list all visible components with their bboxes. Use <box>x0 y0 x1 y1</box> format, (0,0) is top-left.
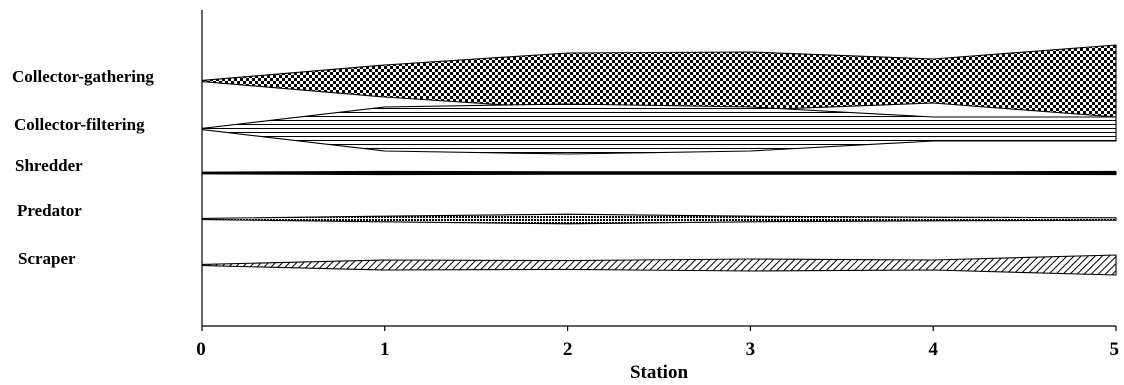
axes <box>201 10 1116 327</box>
x-tick-label: 1 <box>380 339 390 360</box>
kite-series-group <box>201 44 1117 276</box>
x-tick-label: 0 <box>196 339 206 360</box>
series-labels: Collector-gathering Collector-filtering Sh… <box>12 67 154 268</box>
series-label-predator: Predator <box>17 201 82 220</box>
kite-predator <box>201 213 1117 225</box>
series-label-collector-gathering: Collector-gathering <box>12 67 154 86</box>
kite-shredder <box>201 170 1117 176</box>
x-ticks: 0 1 2 3 4 5 <box>196 326 1119 360</box>
series-label-scraper: Scraper <box>18 249 76 268</box>
x-tick-label: 5 <box>1110 339 1120 360</box>
x-axis-title: Station <box>630 362 689 383</box>
x-tick-label: 2 <box>563 339 573 360</box>
series-label-collector-filtering: Collector-filtering <box>14 115 145 134</box>
kite-collector-filtering <box>201 103 1117 155</box>
kite-scraper <box>201 254 1117 276</box>
x-tick-label: 3 <box>746 339 756 360</box>
x-tick-label: 4 <box>928 339 938 360</box>
series-label-shredder: Shredder <box>15 156 83 175</box>
